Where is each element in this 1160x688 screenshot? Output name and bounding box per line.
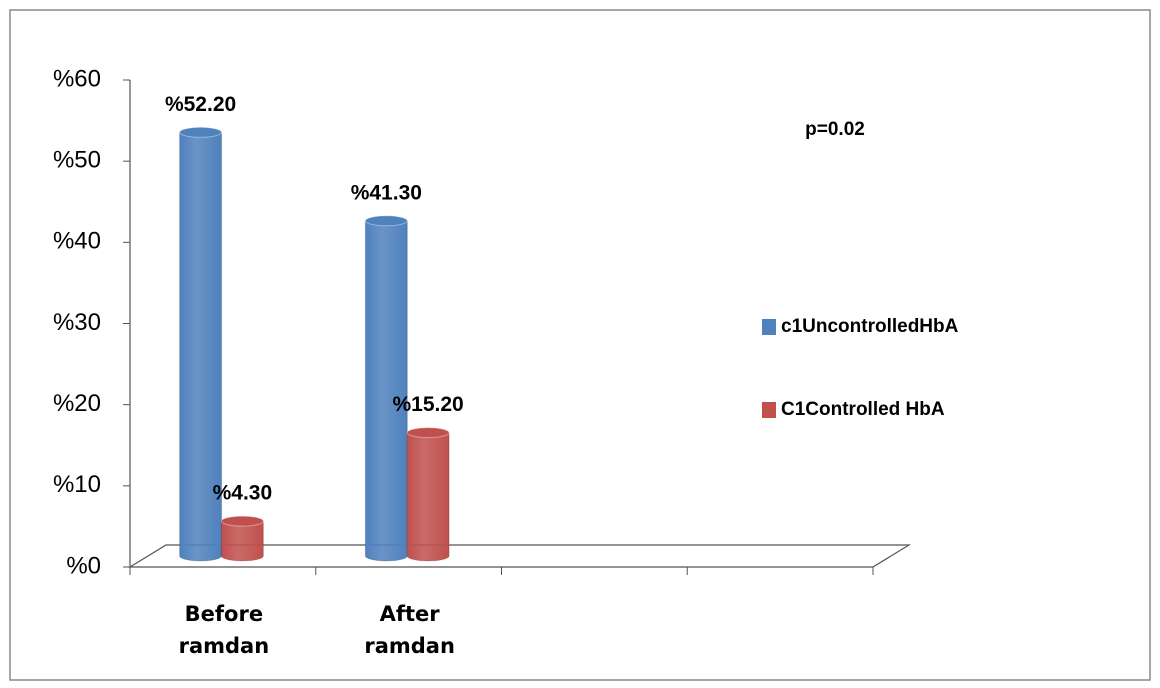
y-tick-label: %60 xyxy=(53,65,101,92)
legend-swatch xyxy=(762,402,776,418)
bar xyxy=(364,215,408,562)
legend-label: C1Controlled HbA xyxy=(781,399,945,420)
x-tick-label: After ramdan xyxy=(364,602,455,658)
y-tick-label: %40 xyxy=(53,228,101,255)
bar xyxy=(179,126,223,562)
data-label: %41.30 xyxy=(351,181,422,204)
annotation: p=0.02 xyxy=(805,119,865,140)
legend-swatch xyxy=(762,319,776,335)
y-tick-label: %30 xyxy=(53,309,101,336)
data-label: %4.30 xyxy=(213,482,273,505)
x-tick-label: Before ramdan xyxy=(178,602,270,658)
y-tick-label: %10 xyxy=(53,471,101,498)
legend-label: c1UncontrolledHbA xyxy=(781,316,959,337)
y-tick-label: %0 xyxy=(66,552,101,579)
data-label: %15.20 xyxy=(393,393,464,416)
y-tick-label: %50 xyxy=(53,147,101,174)
data-label: %52.20 xyxy=(165,93,236,116)
bar xyxy=(220,515,264,562)
y-tick-label: %20 xyxy=(53,390,101,417)
bar xyxy=(406,427,450,562)
floor xyxy=(127,544,912,568)
